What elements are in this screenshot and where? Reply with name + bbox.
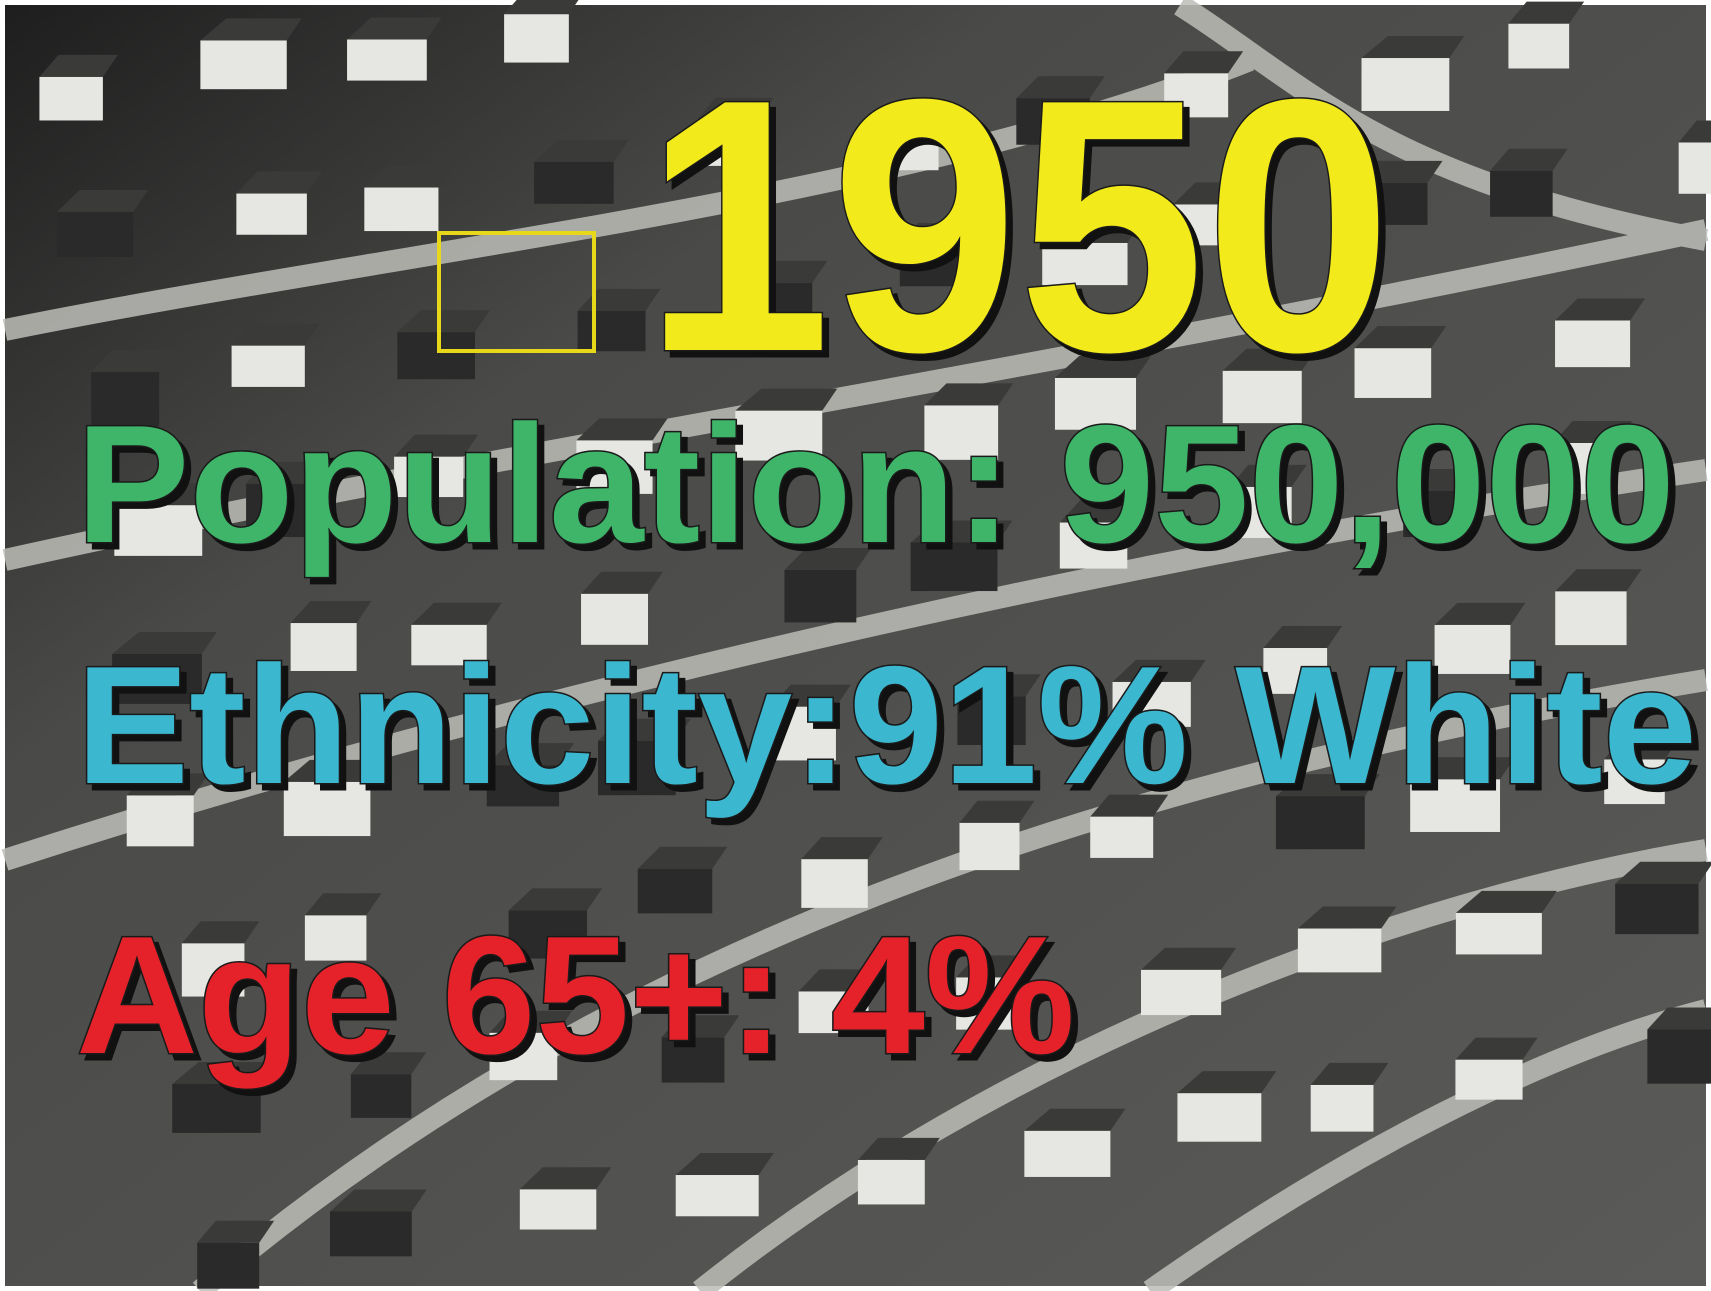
house <box>200 40 286 89</box>
house <box>534 162 614 204</box>
house <box>578 311 646 351</box>
house <box>1024 1131 1110 1177</box>
house <box>57 212 133 257</box>
house <box>397 332 475 379</box>
house <box>1456 913 1542 955</box>
age: Age 65+: 4% <box>76 901 1075 1089</box>
house <box>1490 171 1553 217</box>
house <box>39 77 102 121</box>
house <box>959 823 1019 870</box>
house <box>347 39 427 80</box>
house <box>858 1160 925 1205</box>
slide: 1950 Population: 950,000 Ethnicity:91% W… <box>0 0 1711 1291</box>
year: 1950 <box>644 25 1392 427</box>
ethnicity: Ethnicity:91% White <box>76 631 1697 819</box>
house <box>1555 320 1630 367</box>
house <box>1615 884 1698 934</box>
house <box>197 1243 259 1289</box>
house <box>1647 1029 1711 1083</box>
house <box>1298 929 1381 973</box>
house <box>1141 970 1221 1015</box>
house <box>232 346 305 387</box>
population: Population: 950,000 <box>76 390 1675 578</box>
house <box>1311 1085 1374 1132</box>
house <box>1455 1060 1522 1100</box>
house <box>330 1212 412 1257</box>
house <box>364 188 438 232</box>
house <box>1508 24 1569 69</box>
house <box>1090 817 1153 858</box>
house <box>520 1189 596 1229</box>
house <box>1177 1093 1261 1142</box>
house <box>1679 142 1711 193</box>
house <box>504 14 569 62</box>
house <box>172 1084 260 1133</box>
house <box>236 194 307 235</box>
house <box>676 1175 759 1216</box>
